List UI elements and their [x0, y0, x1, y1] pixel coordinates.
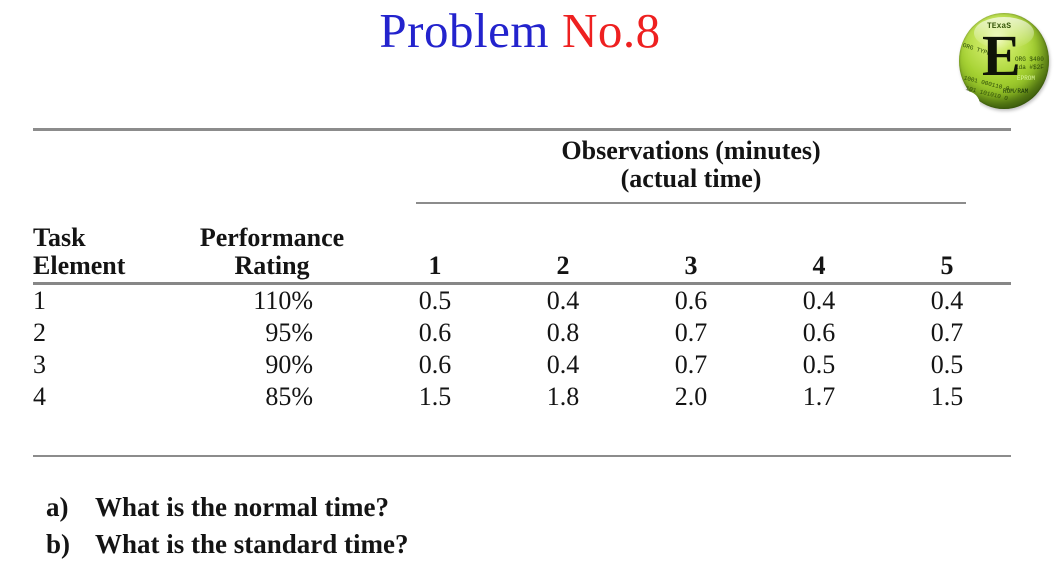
observations-span-header-text: Observations (minutes) (actual time)	[416, 131, 967, 204]
table-row: 4 85% 1.5 1.8 2.0 1.7 1.5	[33, 381, 1011, 413]
col-header-rating-line2: Rating	[234, 251, 310, 280]
cell-task: 3	[33, 350, 46, 379]
cell-obs: 1.5	[418, 382, 452, 411]
observations-table: Observations (minutes) (actual time) Tas…	[33, 128, 1012, 457]
col-header-obs-4: 4	[755, 204, 883, 285]
observations-header-line2: (actual time)	[620, 164, 762, 193]
cell-rating: 95%	[265, 318, 313, 347]
logo-gloss-highlight	[974, 17, 1034, 49]
table-bottom-spacer	[33, 413, 1011, 456]
question-b-label: b)	[46, 529, 71, 559]
observations-header-line1: Observations (minutes)	[561, 136, 821, 165]
cell-rating: 110%	[253, 286, 313, 315]
col-header-task-line2: Element	[33, 251, 126, 280]
cell-obs: 0.6	[418, 318, 452, 347]
cell-obs: 1.5	[930, 382, 964, 411]
table-row: 3 90% 0.6 0.4 0.7 0.5 0.5	[33, 349, 1011, 381]
cell-obs: 0.4	[930, 286, 964, 315]
col-header-obs-1: 1	[371, 204, 499, 285]
question-a-text: What is the normal time?	[95, 492, 389, 522]
cell-obs: 0.7	[674, 350, 708, 379]
cell-obs: 0.8	[546, 318, 580, 347]
cell-obs: 0.7	[674, 318, 708, 347]
col-header-performance-rating: Performance Rating	[173, 204, 371, 285]
cell-obs: 0.4	[546, 350, 580, 379]
question-a-label: a)	[46, 492, 69, 522]
logo-top-text: TExaS	[987, 22, 1012, 31]
cell-obs: 0.6	[802, 318, 836, 347]
cell-obs: 1.7	[802, 382, 836, 411]
cell-obs: 0.6	[418, 350, 452, 379]
col-header-obs-3: 3	[627, 204, 755, 285]
question-a: a) What is the normal time?	[46, 489, 409, 526]
observations-table-wrap: Observations (minutes) (actual time) Tas…	[33, 128, 1012, 457]
logo-code-fragment: ROM/RAM	[1003, 88, 1029, 95]
col-header-obs-5: 5	[883, 204, 1012, 285]
question-b: b) What is the standard time?	[46, 526, 409, 563]
logo-corner-notch	[956, 91, 980, 113]
cell-obs: 0.5	[930, 350, 964, 379]
observations-span-header: Observations (minutes) (actual time)	[371, 130, 1011, 204]
cell-task: 4	[33, 382, 46, 411]
cell-obs: 0.4	[546, 286, 580, 315]
logo-code-fragment: lda #$2F	[1015, 64, 1044, 71]
cell-rating: 85%	[265, 382, 313, 411]
texas-logo: TExaS ORG TYPE ORG $400 lda #$2F EPROM R…	[956, 13, 1051, 113]
cell-obs: 0.4	[802, 286, 836, 315]
cell-obs: 0.7	[930, 318, 964, 347]
cell-rating: 90%	[265, 350, 313, 379]
table-row: 1 110% 0.5 0.4 0.6 0.4 0.4	[33, 284, 1011, 318]
col-header-rating-line1: Performance	[199, 223, 345, 252]
title-word-number: No.8	[561, 3, 661, 58]
cell-task: 2	[33, 318, 46, 347]
question-b-text: What is the standard time?	[95, 529, 409, 559]
column-header-row: Task Element Performance Rating 1 2 3 4 …	[33, 204, 1012, 285]
cell-obs: 0.6	[674, 286, 708, 315]
col-header-task-line1: Task	[33, 223, 86, 252]
span-header-empty-cell	[33, 130, 371, 205]
cell-obs: 1.8	[546, 382, 580, 411]
table-row: 2 95% 0.6 0.8 0.7 0.6 0.7	[33, 317, 1011, 349]
logo-letter-e: E	[982, 23, 1021, 88]
cell-obs: 2.0	[674, 382, 708, 411]
col-header-obs-2: 2	[499, 204, 627, 285]
cell-obs: 0.5	[802, 350, 836, 379]
logo-code-fragment: ORG $400	[1015, 56, 1044, 63]
cell-obs: 0.5	[418, 286, 452, 315]
col-header-task-element: Task Element	[33, 204, 173, 285]
cell-task: 1	[33, 286, 46, 315]
page-title: Problem No.8	[0, 1, 1040, 61]
questions-list: a) What is the normal time? b) What is t…	[46, 489, 409, 563]
title-word-problem: Problem	[379, 3, 549, 58]
span-header-row: Observations (minutes) (actual time)	[33, 130, 1011, 205]
logo-code-fragment: EPROM	[1017, 75, 1036, 82]
